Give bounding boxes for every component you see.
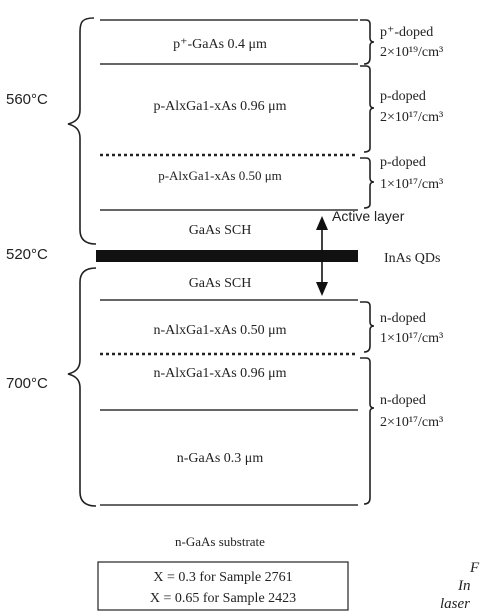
active-layer-label: Active layer [332, 208, 405, 224]
doping-type: p-doped [380, 89, 426, 104]
arrow-head-up [316, 216, 328, 230]
layer-label: p-AlxGa1-xAs 0.50 μm [158, 168, 282, 183]
layer-label: GaAs SCH [189, 223, 252, 238]
substrate-label: n-GaAs substrate [175, 534, 265, 549]
inas-qd-layer [96, 250, 358, 262]
doping-type: n-doped [380, 393, 426, 408]
doping-brace-2 [360, 65, 375, 153]
caption-fragment: F [469, 560, 480, 576]
brace-700c [67, 267, 97, 507]
caption-fragment: laser [440, 596, 470, 612]
layer-label: n-GaAs 0.3 μm [177, 451, 264, 466]
caption-fragment: In [457, 578, 471, 594]
doping-brace-3 [360, 157, 375, 209]
arrow-head-down [316, 282, 328, 296]
sample-note: X = 0.65 for Sample 2423 [150, 591, 296, 606]
doping-level: 2×10¹⁹/cm³ [380, 45, 443, 60]
temp-560c: 560°C [6, 91, 48, 108]
doping-brace-1 [360, 19, 375, 65]
doping-level: 1×10¹⁷/cm³ [380, 177, 443, 192]
doping-brace-5 [360, 357, 375, 505]
doping-type: p⁺-doped [380, 25, 433, 40]
doping-level: 2×10¹⁷/cm³ [380, 110, 443, 125]
layer-label: n-AlxGa1-xAs 0.50 μm [153, 323, 286, 338]
doping-brace-4 [360, 301, 375, 353]
layer-label: GaAs SCH [189, 276, 252, 291]
doping-level: 1×10¹⁷/cm³ [380, 331, 443, 346]
layer-label: n-AlxGa1-xAs 0.96 μm [153, 366, 286, 381]
doping-level: 2×10¹⁷/cm³ [380, 415, 443, 430]
brace-560c [67, 17, 97, 245]
doping-type: p-doped [380, 155, 426, 170]
layer-label: p⁺-GaAs 0.4 μm [173, 37, 267, 52]
doping-type: n-doped [380, 311, 426, 326]
sample-note: X = 0.3 for Sample 2761 [153, 570, 292, 585]
temp-700c: 700°C [6, 375, 48, 392]
layer-label: p-AlxGa1-xAs 0.96 μm [153, 99, 286, 114]
inas-qd-label: InAs QDs [384, 251, 440, 266]
temp-520c: 520°C [6, 246, 48, 263]
sample-notes-box [97, 561, 349, 611]
